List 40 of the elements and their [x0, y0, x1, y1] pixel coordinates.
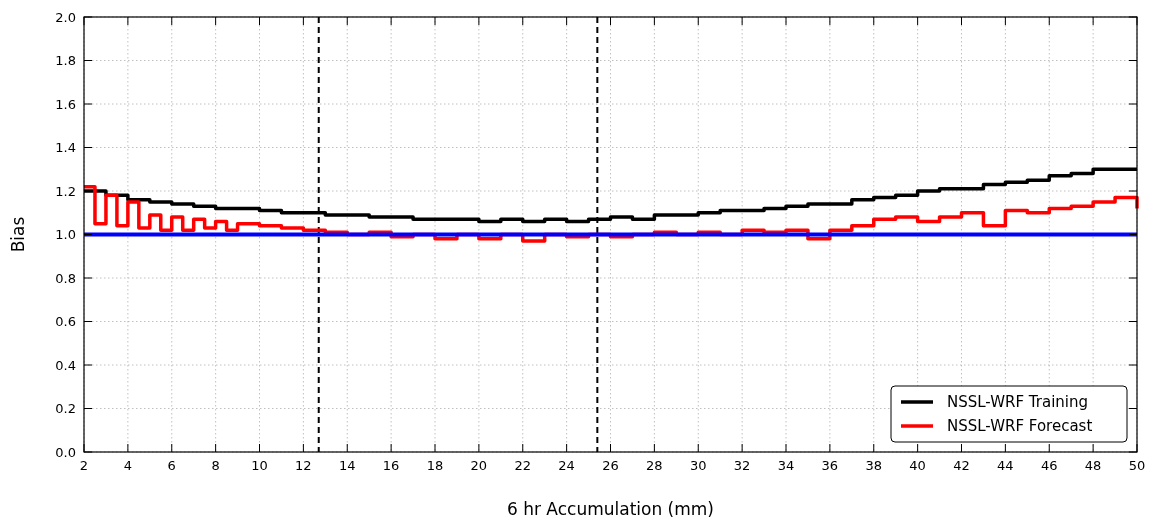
x-tick-label: 28 — [646, 458, 663, 473]
x-tick-label: 16 — [382, 458, 400, 473]
x-tick-label: 24 — [558, 458, 575, 473]
x-tick-label: 8 — [211, 458, 220, 473]
x-tick-label: 46 — [1040, 458, 1058, 473]
y-tick-label: 0.0 — [55, 444, 76, 460]
x-tick-label: 18 — [426, 458, 444, 473]
x-tick-label: 30 — [689, 458, 707, 473]
x-axis-title: 6 hr Accumulation (mm) — [506, 499, 715, 519]
x-tick-label: 22 — [514, 458, 532, 473]
y-tick-label: 1.6 — [55, 96, 76, 112]
x-tick-label: 12 — [295, 458, 312, 473]
x-tick-label: 6 — [167, 458, 176, 473]
x-tick-label: 48 — [1084, 458, 1102, 473]
x-tick-label: 32 — [733, 458, 751, 473]
x-tick-label: 10 — [251, 458, 268, 473]
y-axis-title: Bias — [8, 216, 28, 253]
x-tick-label: 44 — [997, 458, 1014, 473]
y-tick-label: 0.4 — [55, 357, 76, 373]
y-tick-label: 1.8 — [55, 53, 76, 68]
x-tick-label: 50 — [1128, 458, 1146, 473]
x-tick-label: 4 — [123, 458, 133, 473]
y-tick-label: 1.0 — [55, 227, 76, 242]
x-tick-label: 34 — [777, 458, 795, 473]
y-tick-label: 0.2 — [55, 401, 76, 416]
y-tick-label: 0.6 — [55, 314, 76, 329]
y-tick-label: 0.8 — [55, 270, 76, 286]
x-tick-label: 38 — [865, 458, 883, 473]
y-tick-label: 1.2 — [55, 183, 76, 199]
x-tick-label: 42 — [953, 458, 970, 473]
y-tick-label: 1.4 — [55, 140, 76, 155]
y-tick-label: 2.0 — [55, 9, 76, 25]
x-tick-label: 20 — [470, 458, 488, 473]
x-tick-label: 14 — [338, 458, 356, 473]
legend-label: NSSL-WRF Training — [947, 393, 1088, 411]
x-tick-label: 40 — [909, 458, 926, 473]
x-tick-label: 36 — [821, 458, 839, 473]
x-tick-label: 2 — [79, 458, 89, 473]
legend-label: NSSL-WRF Forecast — [947, 417, 1093, 435]
x-tick-label: 26 — [602, 458, 619, 473]
